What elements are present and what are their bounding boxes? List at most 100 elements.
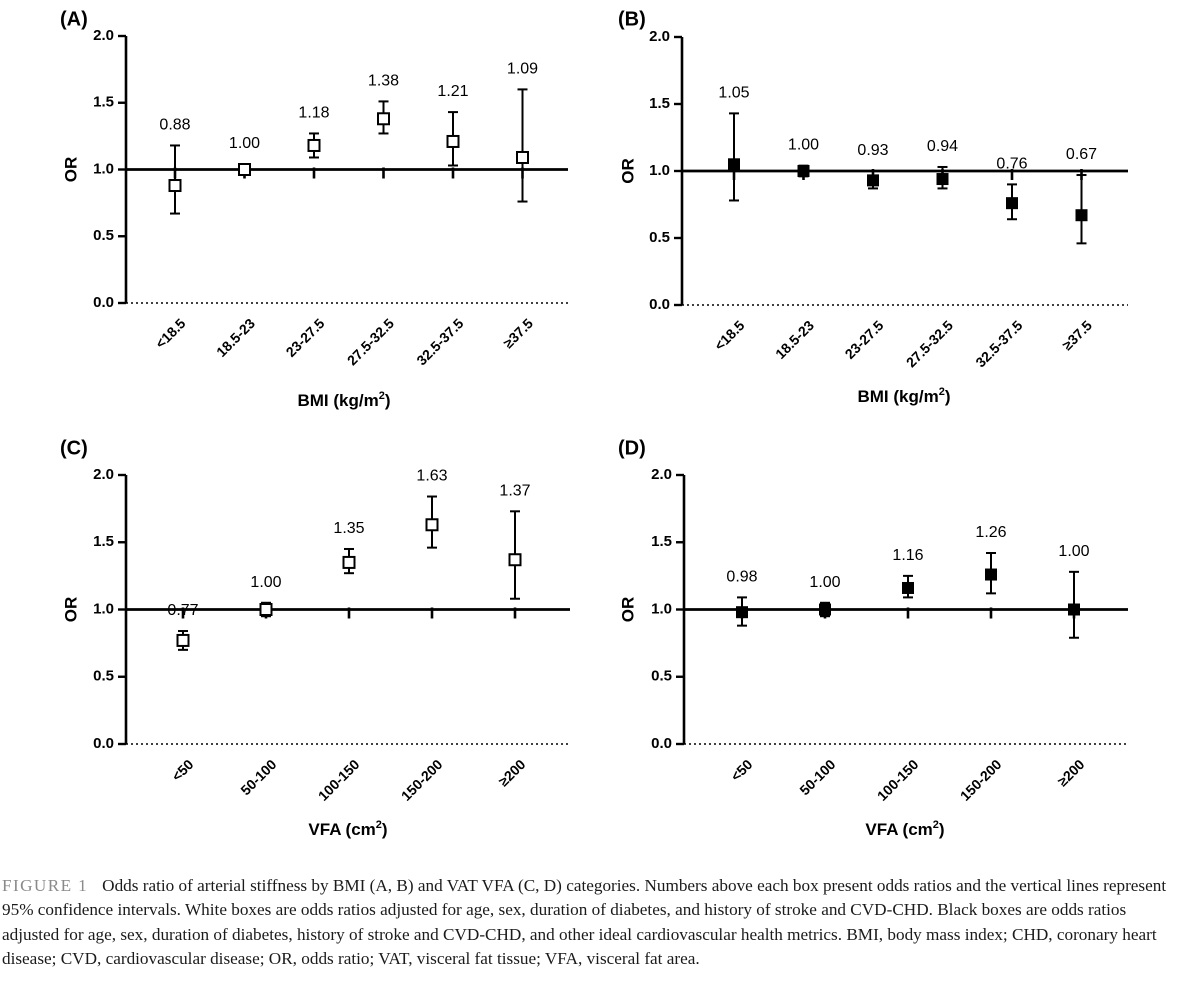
data-label: 0.93 <box>857 142 888 159</box>
y-tick-label: 0.0 <box>93 294 114 311</box>
data-point-open <box>425 518 439 532</box>
data-point-open <box>377 112 390 126</box>
data-point-open <box>508 553 522 567</box>
x-category-label: <50 <box>727 756 755 784</box>
y-tick-label: 1.0 <box>93 160 114 177</box>
data-point-open <box>342 555 356 569</box>
y-axis-label: OR <box>618 597 637 623</box>
data-point-open <box>307 138 321 152</box>
y-tick-label: 2.0 <box>651 466 672 483</box>
panel-title-b: (B) <box>618 8 646 30</box>
y-tick-label: 1.0 <box>651 600 672 617</box>
data-point-filled <box>1068 603 1080 616</box>
data-label: 1.63 <box>416 468 447 485</box>
data-label: 1.38 <box>368 72 399 89</box>
data-label: 0.98 <box>726 568 757 585</box>
y-tick-label: 0.0 <box>649 296 670 313</box>
panel-title-a: (A) <box>60 8 88 30</box>
x-category-label: <18.5 <box>711 317 748 354</box>
x-category-label: 27.5-32.5 <box>344 315 397 368</box>
y-tick-label: 1.0 <box>649 162 670 179</box>
y-tick-label: 1.5 <box>651 533 672 550</box>
data-point-filled <box>1075 209 1088 222</box>
x-axis-label: VFA (cm2) <box>865 819 944 839</box>
data-label: 1.21 <box>437 83 468 100</box>
data-point-filled <box>819 603 831 616</box>
y-tick-label: 1.5 <box>93 94 114 111</box>
y-tick-label: 1.5 <box>93 533 114 550</box>
data-label: 0.76 <box>996 155 1027 172</box>
x-category-label: 18.5-23 <box>213 315 258 360</box>
x-axis-label: BMI (kg/m2) <box>297 390 390 410</box>
x-category-label: <50 <box>168 756 196 784</box>
x-category-label: 150-200 <box>957 756 1005 804</box>
x-category-label: 27.5-32.5 <box>903 317 956 370</box>
panel-d: (D) 0.0 0.5 1.0 1.5 2.0 OR 0.98 <50 1.00 50-100 1.1… <box>618 437 1128 839</box>
panel-c: (C) 0.0 0.5 1.0 1.5 2.0 OR 0.77 <50 1.00 50-100 1.3… <box>60 437 570 839</box>
panel-a: (A) 0.0 0.5 1.0 1.5 2.0 OR 0.88 <18.5 1.00 18.5-23… <box>60 8 568 410</box>
y-tick-label: 2.0 <box>93 466 114 483</box>
y-tick-label: 1.5 <box>649 95 670 112</box>
data-point-filled <box>867 174 879 187</box>
data-point-filled <box>902 581 914 594</box>
y-tick-label: 1.0 <box>93 600 114 617</box>
y-tick-label: 0.0 <box>651 735 672 752</box>
data-point-open <box>516 150 529 164</box>
data-label: 1.00 <box>1058 543 1089 560</box>
data-point-filled <box>936 173 949 186</box>
y-tick-label: 2.0 <box>93 27 114 44</box>
figure-caption-label: FIGURE 1 <box>2 876 89 895</box>
y-tick-label: 0.5 <box>93 668 114 685</box>
data-label: 1.18 <box>298 104 329 121</box>
x-category-label: 18.5-23 <box>772 317 817 362</box>
x-category-label: ≥200 <box>1054 756 1087 789</box>
data-point-filled <box>728 158 740 171</box>
data-label: 0.77 <box>167 602 198 619</box>
data-label: 1.16 <box>892 547 923 564</box>
data-label: 1.00 <box>229 135 260 152</box>
x-category-label: 100-150 <box>874 756 922 804</box>
figure-caption: FIGURE 1 Odds ratio of arterial stiffness… <box>2 874 1178 971</box>
data-label: 0.67 <box>1066 146 1097 163</box>
x-category-label: 23-27.5 <box>283 315 328 360</box>
data-point-filled <box>797 165 810 177</box>
x-category-label: 32.5-37.5 <box>972 317 1025 370</box>
x-category-label: 50-100 <box>796 756 838 798</box>
data-label: 1.09 <box>507 60 538 77</box>
panel-title-c: (C) <box>60 437 88 459</box>
data-label: 1.37 <box>499 482 530 499</box>
x-category-label: 23-27.5 <box>842 317 887 362</box>
y-axis-label: OR <box>61 157 80 183</box>
x-category-label: 100-150 <box>315 756 363 804</box>
x-axis-label: VFA (cm2) <box>308 819 387 839</box>
figure-caption-text: Odds ratio of arterial stiffness by BMI … <box>2 876 1167 968</box>
y-tick-label: 0.5 <box>651 668 672 685</box>
x-axis-label: BMI (kg/m2) <box>857 386 950 406</box>
data-point-open <box>176 633 190 647</box>
data-point-filled <box>736 606 748 619</box>
data-label: 0.88 <box>159 116 190 133</box>
data-point-filled <box>985 568 997 581</box>
y-axis-label: OR <box>61 597 80 623</box>
x-category-label: <18.5 <box>152 315 189 352</box>
data-point-open <box>446 134 460 148</box>
x-category-label: ≥37.5 <box>1059 317 1095 353</box>
data-point-open <box>259 603 273 616</box>
data-label: 1.26 <box>975 524 1006 541</box>
x-category-label: 32.5-37.5 <box>413 315 466 368</box>
y-tick-label: 2.0 <box>649 28 670 45</box>
figure-chart-grid: (A) 0.0 0.5 1.0 1.5 2.0 OR 0.88 <18.5 1.00 18.5-23… <box>60 8 1128 839</box>
x-category-label: 150-200 <box>398 756 446 804</box>
panel-title-d: (D) <box>618 437 646 459</box>
data-label: 1.00 <box>809 574 840 591</box>
y-tick-label: 0.5 <box>93 227 114 244</box>
data-label: 1.00 <box>250 574 281 591</box>
panel-b: (B) 0.0 0.5 1.0 1.5 2.0 OR 1.05 <18.5 1.00 18.5-23… <box>618 8 1128 406</box>
y-tick-label: 0.5 <box>649 229 670 246</box>
data-point-open <box>168 179 182 193</box>
x-category-label: 50-100 <box>237 756 279 798</box>
y-axis-label: OR <box>618 158 637 184</box>
data-label: 0.94 <box>927 138 958 155</box>
data-label: 1.35 <box>333 520 364 537</box>
data-point-filled <box>1006 197 1018 210</box>
